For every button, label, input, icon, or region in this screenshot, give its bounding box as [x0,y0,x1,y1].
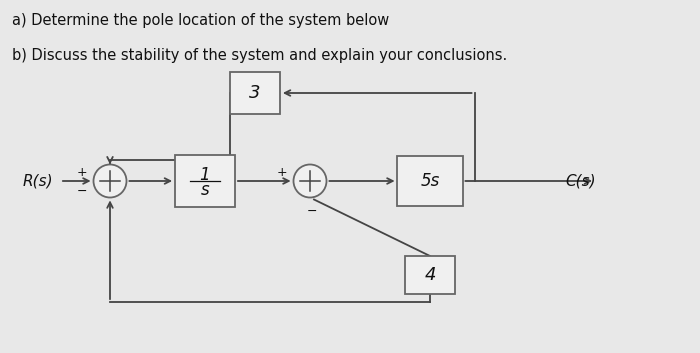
Text: a) Determine the pole location of the system below: a) Determine the pole location of the sy… [12,13,389,28]
Text: +: + [277,167,288,179]
Circle shape [293,164,326,197]
Text: −: − [307,204,317,217]
Text: −: − [77,185,88,197]
Text: +: + [77,167,88,179]
Text: C(s): C(s) [565,174,596,189]
Text: s: s [201,181,209,199]
Text: R(s): R(s) [22,174,53,189]
Circle shape [94,164,127,197]
Bar [230,72,280,114]
Bar [175,155,235,207]
Text: 1: 1 [199,166,210,184]
Text: 4: 4 [424,266,435,284]
Bar [405,256,455,294]
Text: 3: 3 [249,84,260,102]
Text: 5s: 5s [421,172,440,190]
Bar [398,156,463,206]
Text: b) Discuss the stability of the system and explain your conclusions.: b) Discuss the stability of the system a… [12,48,507,63]
